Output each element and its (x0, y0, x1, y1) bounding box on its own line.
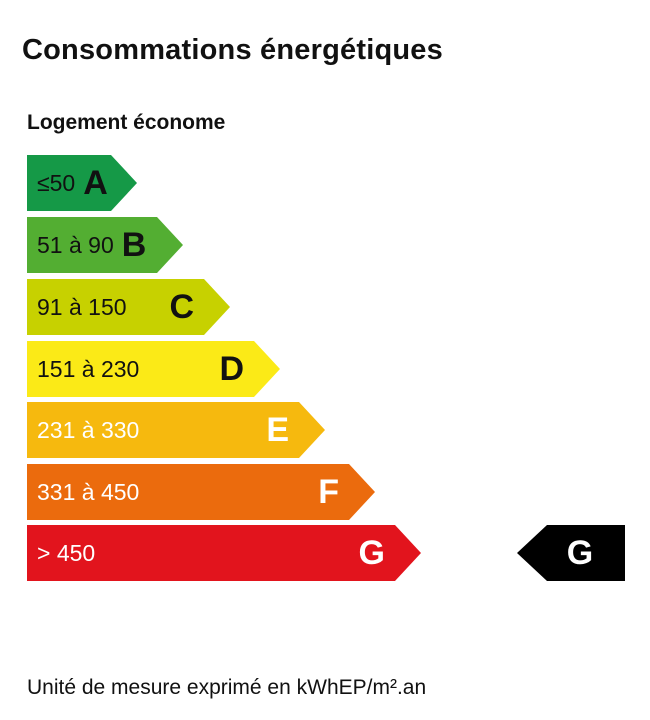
class-range-g: > 450 (37, 539, 96, 566)
class-letter-a: A (83, 163, 108, 202)
class-bar-g: > 450 G (27, 525, 421, 581)
efficient-label: Logement économe (27, 111, 226, 134)
class-bar-f: 331 à 450 F (27, 464, 375, 520)
class-letter-e: E (266, 410, 289, 449)
class-bar-a: ≤50 A (27, 155, 137, 211)
class-bar-c: 91 à 150 C (27, 279, 230, 335)
class-range-f: 331 à 450 (37, 478, 140, 505)
class-range-a: ≤50 (37, 169, 76, 196)
class-range-e: 231 à 330 (37, 416, 140, 443)
class-range-c: 91 à 150 (37, 293, 127, 320)
class-letter-g: G (358, 533, 385, 572)
class-letter-d: D (219, 349, 244, 388)
unit-note: Unité de mesure exprimé en kWhEP/m².an (27, 676, 427, 699)
class-letter-f: F (318, 472, 339, 511)
current-class-marker: G (517, 525, 625, 581)
page-title: Consommations énergétiques (22, 34, 443, 66)
class-bar-e: 231 à 330 E (27, 402, 325, 458)
class-letter-c: C (169, 287, 194, 326)
class-range-d: 151 à 230 (37, 355, 140, 382)
class-range-b: 51 à 90 (37, 231, 114, 258)
class-bar-d: 151 à 230 D (27, 341, 280, 397)
class-bar-b: 51 à 90 B (27, 217, 183, 273)
current-class-letter: G (566, 533, 594, 572)
class-letter-b: B (121, 225, 147, 264)
